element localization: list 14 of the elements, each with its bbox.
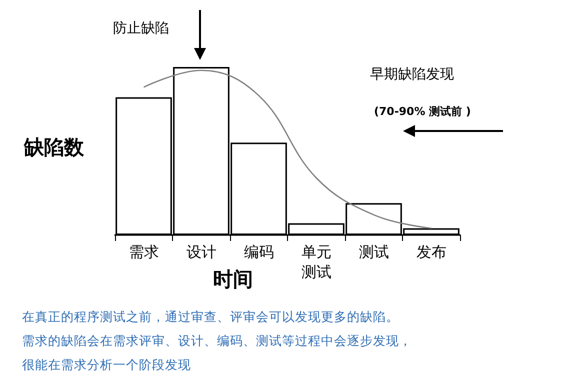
annotation: 早期缺陷发现 xyxy=(370,66,454,82)
text: 在真正的程序测试之前，通过审查、评审会可以发现更多的缺陷。 xyxy=(22,309,399,324)
annotation: (70-90% 测试前 ) xyxy=(374,105,471,118)
x-tick-label: 测试 xyxy=(358,244,389,261)
y-axis-title: 缺陷数 xyxy=(23,137,85,159)
x-tick-label: 发布 xyxy=(416,244,446,261)
x-axis-title: 时间 xyxy=(213,269,253,291)
x-tick-label: 单元测试 xyxy=(301,244,332,281)
x-tick-label: 编码 xyxy=(244,244,274,261)
text: 需求的缺陷会在需求评审、设计、编码、测试等过程中会逐步发现， xyxy=(22,333,412,348)
x-tick-label: 设计 xyxy=(186,244,216,261)
text: 防止缺陷 xyxy=(113,20,169,36)
text: 很能在需求分析一个阶段发现 xyxy=(22,357,191,372)
x-tick-label: 需求 xyxy=(128,244,159,261)
